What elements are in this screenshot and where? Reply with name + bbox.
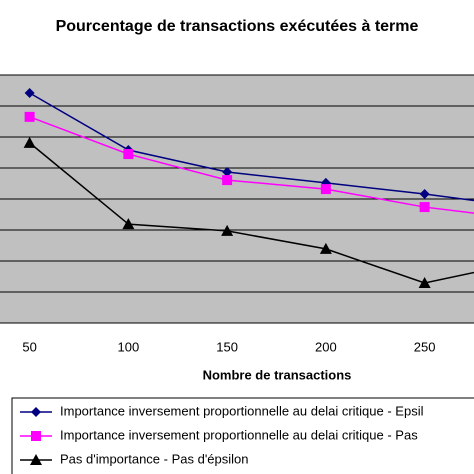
data-point: [419, 189, 430, 200]
data-point: [221, 224, 234, 236]
series-line: [29, 142, 474, 284]
x-tick-label: 250: [414, 339, 436, 354]
x-tick-label: 100: [118, 339, 140, 354]
x-axis-title: Nombre de transactions: [203, 367, 352, 382]
series-line: [29, 116, 474, 214]
data-point: [122, 218, 135, 230]
legend-marker: [31, 407, 41, 417]
x-tick-label: 50: [22, 339, 36, 354]
data-point: [418, 277, 431, 289]
legend: Importance inversement proportionnelle a…: [20, 403, 424, 466]
data-point: [419, 202, 430, 213]
series-line: [29, 92, 474, 202]
series-group: [23, 87, 474, 289]
data-point: [222, 167, 233, 178]
legend-box: [11, 397, 474, 474]
legend-marker: [31, 431, 41, 441]
data-point: [24, 87, 35, 98]
x-tick-label: 200: [315, 339, 337, 354]
legend-marker: [30, 454, 42, 465]
data-point: [319, 242, 332, 254]
data-point: [24, 111, 35, 122]
legend-label: Importance inversement proportionnelle a…: [60, 403, 424, 418]
plot-area: 50 100 150 200 250: [0, 74, 474, 354]
data-point: [320, 184, 331, 195]
data-point: [23, 136, 36, 148]
data-point: [222, 175, 233, 186]
chart-title: Pourcentage de transactions exécutées à …: [56, 18, 419, 35]
data-point: [123, 149, 134, 160]
x-tick-label: 150: [216, 339, 238, 354]
legend-label: Importance inversement proportionnelle a…: [60, 427, 418, 442]
legend-label: Pas d'importance - Pas d'épsilon: [60, 451, 249, 466]
